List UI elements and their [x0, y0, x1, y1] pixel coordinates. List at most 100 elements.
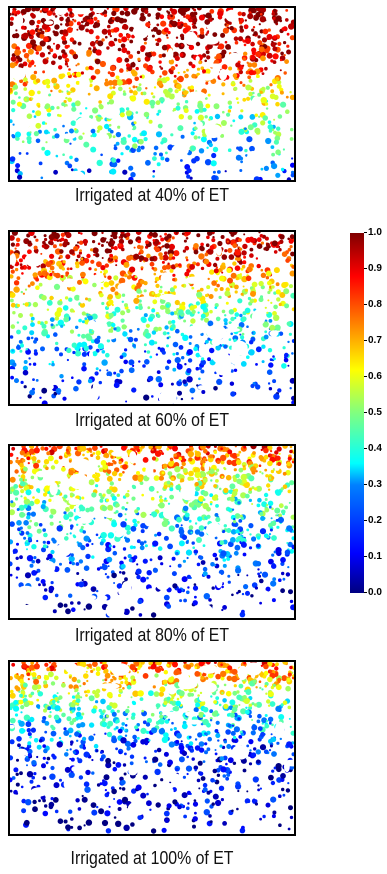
map-speckle: [180, 524, 183, 527]
map-speckle: [70, 757, 75, 762]
map-speckle: [174, 466, 181, 473]
map-speckle: [165, 499, 168, 502]
map-speckle: [204, 732, 207, 735]
map-speckle: [98, 467, 104, 472]
map-speckle: [275, 282, 280, 287]
map-gap: [90, 386, 100, 401]
map-speckle: [260, 120, 266, 126]
map-speckle: [126, 501, 129, 505]
map-speckle: [258, 280, 264, 287]
map-speckle: [154, 38, 158, 42]
map-speckle: [70, 168, 74, 172]
map-speckle: [272, 810, 277, 815]
map-speckle: [264, 330, 268, 334]
map-speckle: [36, 24, 40, 28]
map-gap: [79, 292, 85, 304]
map-speckle: [46, 308, 50, 311]
map-speckle: [152, 26, 158, 32]
map-speckle: [68, 684, 74, 689]
map-gap: [155, 575, 171, 591]
map-speckle: [173, 74, 177, 78]
map-speckle: [284, 549, 291, 556]
map-speckle: [234, 265, 241, 271]
map-speckle: [289, 94, 294, 101]
map-speckle: [175, 551, 179, 556]
map-speckle: [258, 232, 261, 234]
map-speckle: [225, 776, 230, 781]
map-gap: [211, 338, 221, 346]
map-gap: [187, 325, 205, 335]
map-speckle: [125, 708, 130, 714]
map-speckle: [250, 594, 254, 598]
map-speckle: [42, 776, 47, 780]
map-speckle: [55, 43, 61, 49]
map-speckle: [43, 532, 48, 538]
map-speckle: [78, 775, 84, 780]
map-speckle: [219, 756, 225, 762]
map-speckle: [200, 136, 207, 143]
map-speckle: [93, 85, 100, 92]
map-speckle: [49, 272, 53, 277]
map-speckle: [255, 51, 261, 58]
map-speckle: [106, 556, 113, 563]
map-speckle: [190, 318, 196, 324]
map-speckle: [96, 261, 102, 268]
map-speckle: [27, 265, 32, 270]
map-speckle: [285, 109, 290, 114]
map-speckle: [151, 51, 157, 57]
map-speckle: [115, 719, 120, 724]
map-speckle: [133, 246, 136, 249]
map-speckle: [138, 252, 141, 255]
map-speckle: [254, 127, 261, 134]
map-speckle: [58, 89, 62, 93]
map-speckle: [19, 263, 23, 267]
map-speckle: [164, 291, 168, 295]
map-speckle: [175, 64, 178, 67]
map-speckle: [53, 42, 55, 45]
map-speckle: [69, 561, 72, 565]
map-speckle: [218, 487, 222, 491]
map-speckle: [123, 824, 130, 831]
map-speckle: [267, 691, 274, 698]
map-speckle: [182, 249, 186, 253]
map-speckle: [26, 672, 31, 676]
map-speckle: [102, 717, 106, 722]
map-speckle: [57, 113, 60, 117]
map-speckle: [104, 123, 110, 130]
map-speckle: [181, 534, 188, 540]
colorbar-tick-label: 0.4: [364, 443, 387, 455]
map-speckle: [224, 249, 228, 253]
map-speckle: [50, 549, 55, 555]
map-speckle: [16, 736, 22, 742]
map-speckle: [59, 352, 63, 357]
map-speckle: [282, 148, 285, 151]
map-speckle: [115, 747, 118, 751]
map-speckle: [35, 51, 39, 55]
map-speckle: [154, 749, 158, 753]
map-speckle: [237, 298, 243, 304]
map-speckle: [178, 690, 185, 697]
map-speckle: [214, 536, 218, 540]
map-speckle: [127, 490, 130, 493]
map-gap: [167, 685, 177, 695]
map-speckle: [74, 100, 81, 107]
map-speckle: [121, 36, 128, 43]
map-speckle: [71, 607, 76, 612]
map-speckle: [75, 698, 81, 704]
map-speckle: [146, 576, 149, 580]
map-speckle: [150, 828, 157, 834]
map-speckle: [289, 270, 294, 277]
map-speckle: [227, 507, 232, 512]
map-speckle: [110, 168, 117, 175]
map-speckle: [20, 705, 25, 710]
map-speckle: [31, 672, 37, 678]
map-speckle: [255, 485, 262, 492]
map-speckle: [73, 535, 77, 539]
map-speckle: [143, 63, 149, 69]
map-gap: [200, 664, 218, 674]
map-speckle: [92, 247, 99, 254]
map-speckle: [256, 503, 261, 508]
map-speckle: [204, 798, 210, 804]
map-speckle: [142, 673, 149, 679]
map-speckle: [117, 807, 122, 811]
